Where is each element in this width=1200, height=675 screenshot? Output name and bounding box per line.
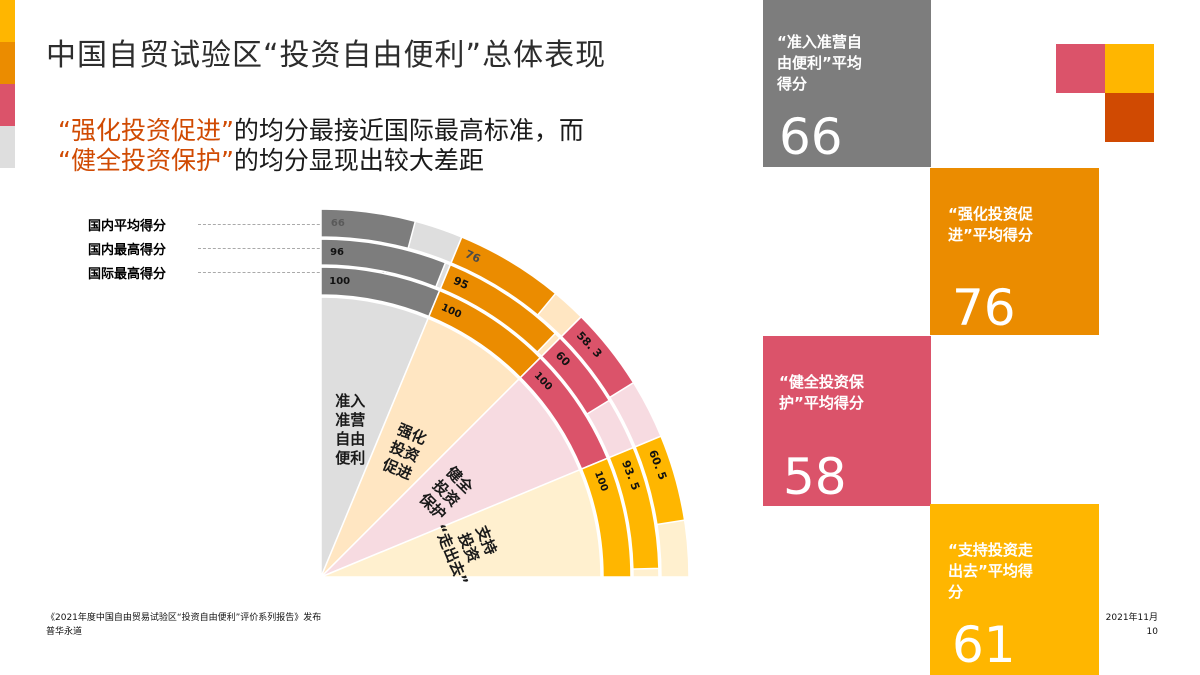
legend-leader-line bbox=[198, 271, 394, 273]
tile-value: 76 bbox=[952, 279, 1016, 337]
sector-label-line: 准营 bbox=[335, 411, 365, 429]
tile-label-line: 分 bbox=[948, 583, 964, 601]
tile-label-line: 护”平均得分 bbox=[779, 394, 864, 412]
score-tile-investment-promotion: “强化投资促 进”平均得分 76 bbox=[930, 168, 1099, 335]
footer-organization: 普华永道 bbox=[46, 627, 83, 637]
tile-label-line: 由便利”平均 bbox=[777, 54, 862, 72]
ring-bar bbox=[439, 263, 557, 354]
footer-meta: 2021年11月 10 bbox=[1106, 611, 1158, 639]
edge-bar-pink bbox=[0, 84, 15, 126]
ring-bar bbox=[560, 315, 635, 399]
ring-value-label: 100 bbox=[329, 276, 350, 287]
footer-date: 2021年11月 bbox=[1105, 613, 1158, 623]
edge-bar-yellow bbox=[0, 0, 15, 42]
legend-leader-line bbox=[198, 247, 394, 249]
ring-bar bbox=[450, 236, 557, 317]
subtitle-highlight-2: “健全投资保护” bbox=[58, 146, 234, 175]
ring-value-label: 95 bbox=[451, 274, 470, 292]
legend-item-international-best: 国际最高得分 bbox=[88, 260, 394, 284]
tile-label-line: 出去”平均得 bbox=[948, 562, 1033, 580]
subtitle-text-2: 的均分显现出较大差距 bbox=[233, 146, 484, 175]
logo-square-pink bbox=[1056, 44, 1105, 93]
tile-label: “健全投资保 护”平均得分 bbox=[779, 372, 864, 414]
legend-item-domestic-average: 国内平均得分 bbox=[88, 212, 394, 236]
subtitle-line-2: “健全投资保护”的均分显现出较大差距 bbox=[58, 146, 584, 176]
logo-square-yellow bbox=[1105, 44, 1154, 93]
tile-label: “支持投资走 出去”平均得 分 bbox=[948, 540, 1033, 603]
tile-label-line: 得分 bbox=[777, 75, 808, 93]
score-tile-market-access: “准入准营自 由便利”平均 得分 66 bbox=[763, 0, 931, 167]
tile-label-line: 进”平均得分 bbox=[948, 226, 1033, 244]
ring-bar bbox=[634, 435, 686, 526]
subtitle: “强化投资促进”的均分最接近国际最高标准，而 “健全投资保护”的均分显现出较大差… bbox=[58, 116, 584, 176]
subtitle-text-1: 的均分最接近国际最高标准，而 bbox=[233, 116, 584, 145]
edge-color-bar bbox=[0, 0, 15, 168]
score-tile-investment-protection: “健全投资保 护”平均得分 58 bbox=[763, 336, 931, 506]
tile-value: 61 bbox=[952, 616, 1016, 674]
legend-item-domestic-best: 国内最高得分 bbox=[88, 236, 394, 260]
ring-value-label: 66 bbox=[331, 218, 345, 229]
tile-value: 58 bbox=[783, 448, 847, 506]
edge-bar-orange bbox=[0, 42, 15, 84]
subtitle-highlight-1: “强化投资促进” bbox=[58, 116, 234, 145]
footer-report-title: 《2021年度中国自由贸易试验区“投资自由便利”评价系列报告》发布 bbox=[46, 613, 322, 623]
footer-source: 《2021年度中国自由贸易试验区“投资自由便利”评价系列报告》发布 普华永道 bbox=[46, 611, 321, 639]
ring-bar bbox=[320, 238, 447, 288]
sector-wedge bbox=[320, 468, 602, 578]
score-tile-going-global: “支持投资走 出去”平均得 分 61 bbox=[930, 504, 1099, 675]
ring-value-label: 76 bbox=[463, 247, 483, 265]
sector-label-line: 便利 bbox=[335, 449, 365, 467]
tile-value: 66 bbox=[779, 108, 843, 166]
tile-label-line: “准入准营自 bbox=[777, 33, 862, 51]
tile-label: “强化投资促 进”平均得分 bbox=[948, 204, 1033, 246]
subtitle-line-1: “强化投资促进”的均分最接近国际最高标准，而 bbox=[58, 116, 584, 146]
legend-label: 国内平均得分 bbox=[88, 218, 167, 234]
ring-bar bbox=[608, 446, 660, 570]
ring-bar bbox=[320, 208, 417, 250]
ring-bar bbox=[540, 336, 611, 416]
page-title: 中国自贸试验区“投资自由便利”总体表现 bbox=[46, 38, 607, 73]
tile-label-line: “强化投资促 bbox=[948, 205, 1033, 223]
tile-label-line: “健全投资保 bbox=[779, 373, 864, 391]
ring-value-label: 96 bbox=[330, 247, 344, 258]
page-number: 10 bbox=[1146, 627, 1158, 637]
edge-bar-gray bbox=[0, 126, 15, 168]
legend-leader-line bbox=[198, 223, 394, 225]
chart-legend: 国内平均得分 国内最高得分 国际最高得分 bbox=[88, 212, 394, 284]
logo-square-dark-orange bbox=[1105, 93, 1154, 142]
tile-label-line: “支持投资走 bbox=[948, 541, 1033, 559]
tile-label: “准入准营自 由便利”平均 得分 bbox=[777, 32, 862, 95]
legend-label: 国内最高得分 bbox=[88, 242, 167, 258]
ring-bar bbox=[580, 457, 632, 578]
sector-label-line: 自由 bbox=[335, 430, 365, 448]
legend-label: 国际最高得分 bbox=[88, 266, 167, 282]
sector-label-line: 准入 bbox=[335, 392, 365, 410]
